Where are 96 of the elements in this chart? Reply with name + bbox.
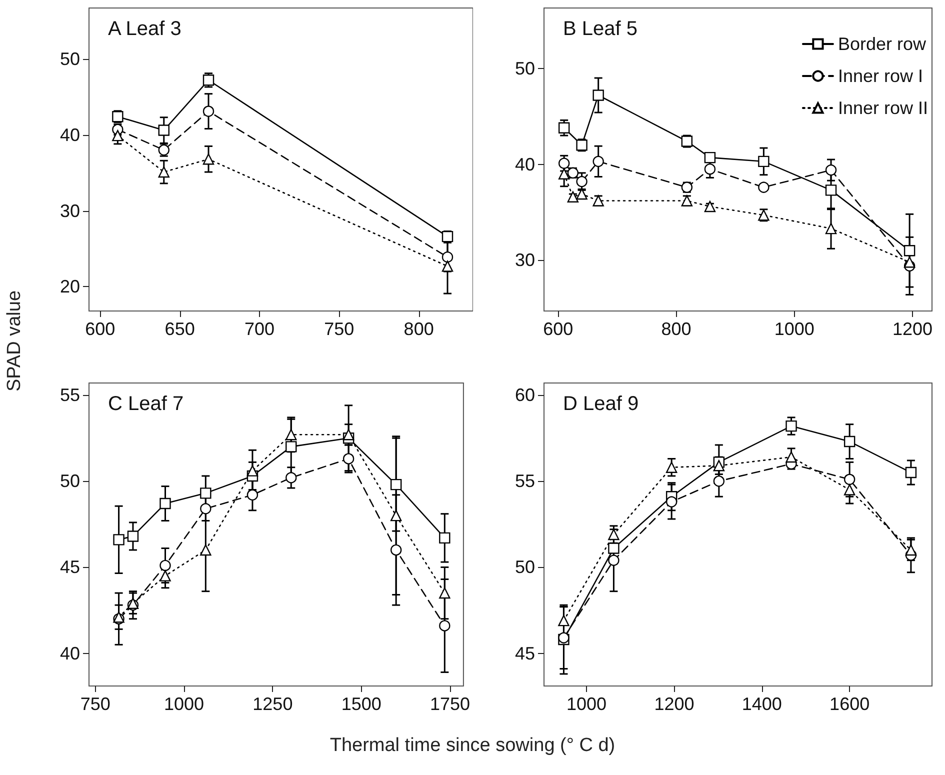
y-tick-label: 50 [60, 48, 80, 69]
legend-label: Border row [838, 34, 927, 54]
text: B Leaf 5 [563, 18, 638, 40]
point [844, 436, 856, 448]
y-tick-label: 45 [60, 557, 80, 578]
point [904, 244, 916, 256]
y-tick-label: 50 [514, 58, 535, 78]
point [713, 476, 725, 487]
x-tick-label: 800 [404, 319, 434, 339]
x-tick-label: 1000 [774, 319, 814, 339]
point [246, 489, 258, 500]
point [608, 542, 620, 554]
legend-label: Inner row I [838, 66, 924, 86]
x-tick-label: 1000 [164, 694, 204, 714]
y-tick-label: 20 [60, 276, 80, 297]
point [666, 462, 678, 473]
point [342, 429, 354, 440]
point [390, 510, 402, 522]
point [286, 441, 297, 452]
point [439, 587, 450, 599]
point [202, 106, 214, 117]
point [200, 544, 212, 556]
x-tick-label: 1600 [830, 694, 870, 714]
x-tick-label: 1000 [566, 694, 607, 714]
text: C Leaf 7 [108, 393, 184, 415]
point [439, 620, 450, 632]
y-tick-label: 60 [514, 385, 535, 406]
point [825, 222, 837, 234]
x-tick-label: 600 [543, 319, 574, 339]
point [200, 503, 212, 514]
x-tick-label: 1200 [654, 694, 694, 714]
point [704, 163, 716, 175]
y-axis-title: SPAD value [4, 289, 26, 394]
point [558, 158, 570, 169]
y-tick-label: 40 [60, 643, 80, 664]
point [558, 122, 570, 134]
point [442, 251, 454, 263]
point [592, 156, 604, 168]
point [666, 496, 678, 508]
point [844, 484, 856, 496]
point [342, 453, 354, 464]
x-tick-label: 650 [164, 319, 195, 339]
point [592, 90, 604, 101]
point [567, 191, 579, 202]
point [160, 560, 171, 572]
x-tick-label: 1200 [892, 319, 933, 339]
point [558, 614, 570, 626]
point [608, 528, 620, 540]
x-axis-title: Thermal time since sowing (° C d) [328, 735, 616, 757]
point [202, 154, 214, 165]
x-tick-label: 1750 [430, 694, 470, 714]
point [758, 156, 770, 168]
x-tick-label: 800 [661, 319, 692, 339]
y-tick-label: 50 [514, 557, 535, 578]
text: D Leaf 9 [563, 393, 639, 415]
point [160, 498, 171, 510]
y-tick-label: 30 [514, 250, 535, 270]
point [786, 420, 797, 432]
y-tick-label: 40 [60, 124, 80, 145]
y-tick-label: 40 [514, 154, 535, 174]
x-tick-label: 750 [80, 694, 110, 714]
point [158, 124, 170, 136]
x-tick-label: 700 [244, 319, 275, 339]
y-tick-label: 55 [514, 471, 535, 492]
x-tick-label: 600 [85, 319, 116, 339]
point [825, 164, 837, 176]
point [704, 152, 716, 164]
point [112, 130, 124, 142]
text: A Leaf 3 [108, 18, 182, 40]
point [758, 182, 770, 193]
x-tick-label: 1500 [341, 694, 382, 714]
point [390, 544, 402, 556]
point [905, 466, 917, 478]
point [286, 472, 297, 484]
point [200, 488, 212, 499]
point [113, 534, 124, 546]
point [713, 460, 725, 472]
point [786, 451, 797, 463]
x-tick-label: 1400 [742, 694, 782, 714]
point [286, 429, 297, 440]
point [127, 530, 139, 542]
point [390, 478, 402, 490]
point [576, 176, 588, 188]
y-tick-label: 30 [60, 200, 80, 221]
y-tick-label: 50 [60, 471, 80, 492]
point [825, 184, 837, 196]
legend-label: Inner row II [838, 98, 928, 118]
point [439, 532, 450, 544]
point [844, 474, 856, 486]
x-tick-label: 750 [324, 319, 354, 339]
y-tick-label: 55 [60, 385, 80, 406]
point [160, 570, 171, 582]
point [158, 166, 170, 178]
y-tick-label: 45 [514, 643, 535, 664]
x-tick-label: 1250 [252, 694, 293, 714]
point [608, 554, 620, 566]
